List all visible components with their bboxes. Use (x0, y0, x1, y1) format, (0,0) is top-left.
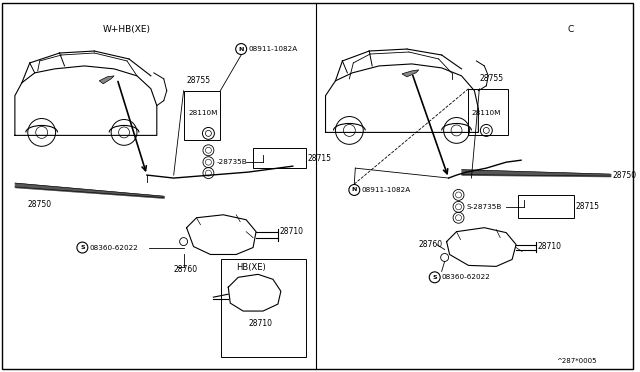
Text: 28755: 28755 (187, 76, 211, 85)
Text: S: S (433, 275, 437, 280)
Bar (221, 259, 306, 357)
Text: ^287*0005: ^287*0005 (556, 357, 596, 364)
Bar (184, 91, 220, 140)
Text: S-28735B: S-28735B (467, 204, 502, 210)
Text: 28110M: 28110M (472, 110, 501, 116)
Text: 08360-62022: 08360-62022 (90, 244, 138, 250)
Text: S: S (80, 245, 84, 250)
Text: 28755: 28755 (479, 74, 504, 83)
Text: 28750: 28750 (612, 171, 637, 180)
Text: 28110M: 28110M (189, 110, 218, 116)
Text: 28750: 28750 (28, 201, 52, 209)
Bar (253, 148, 306, 168)
Text: 28710: 28710 (248, 320, 272, 328)
Polygon shape (402, 70, 419, 77)
Text: C: C (568, 25, 574, 34)
Polygon shape (99, 76, 114, 84)
Text: N: N (351, 187, 357, 192)
Text: 28760: 28760 (419, 240, 443, 249)
Text: 28710: 28710 (538, 242, 562, 251)
Bar (468, 89, 508, 135)
Text: 28710: 28710 (280, 227, 304, 236)
Text: 08911-1082A: 08911-1082A (248, 46, 298, 52)
Text: 28715: 28715 (575, 202, 600, 211)
Text: HB(XE): HB(XE) (236, 263, 266, 272)
Bar (518, 195, 573, 218)
Text: 08911-1082A: 08911-1082A (361, 187, 410, 193)
Text: 28760: 28760 (173, 265, 198, 274)
Text: W+HB(XE): W+HB(XE) (102, 25, 150, 34)
Text: 08360-62022: 08360-62022 (442, 274, 490, 280)
Text: N: N (239, 46, 244, 52)
Text: -28735B: -28735B (216, 159, 247, 165)
Text: 28715: 28715 (308, 154, 332, 163)
